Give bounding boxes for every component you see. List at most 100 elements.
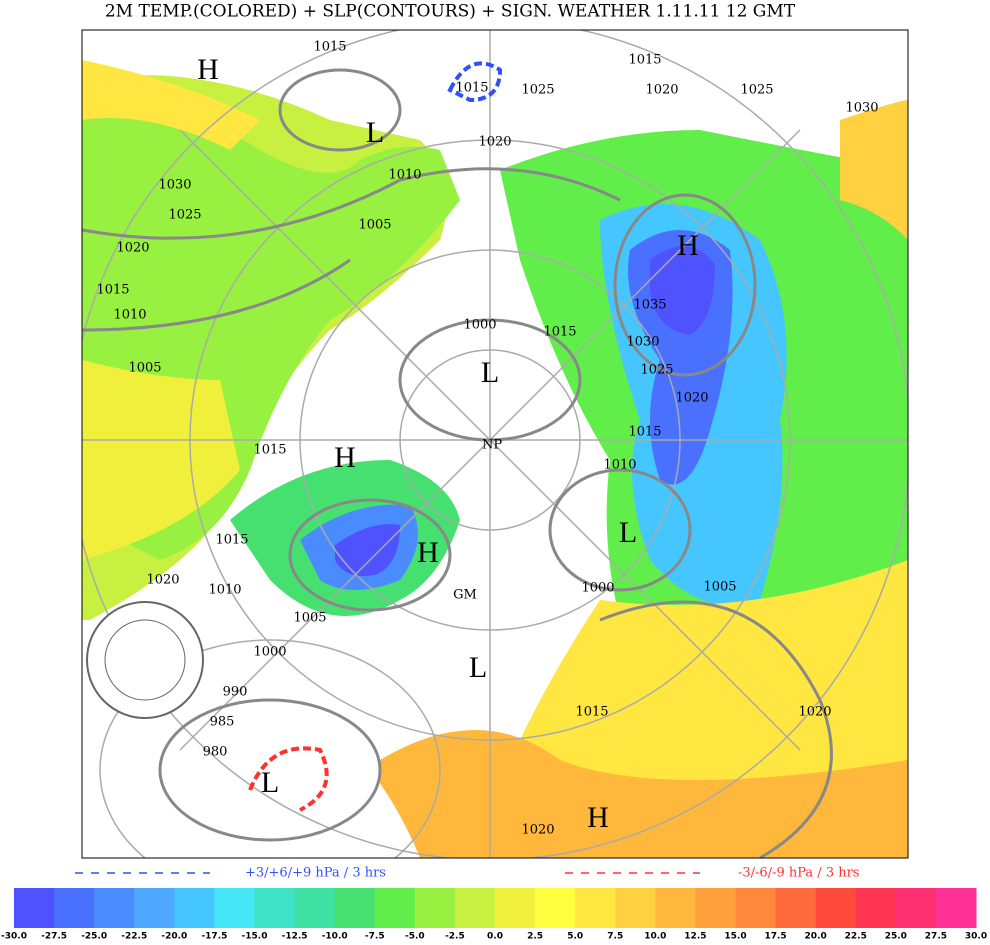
isobar-label: 1025 (168, 208, 201, 223)
isobar-label: 1005 (128, 361, 161, 376)
colorbar-swatch (495, 888, 536, 928)
isobar-label: 1020 (645, 83, 678, 98)
colorbar-label: 5.0 (567, 932, 583, 942)
isobar-label: 1025 (640, 363, 673, 378)
colorbar-label: -30.0 (1, 932, 27, 942)
isobar-label: 1000 (463, 318, 496, 333)
colorbar-swatch (615, 888, 656, 928)
colorbar-swatch (575, 888, 616, 928)
colorbar-swatch (94, 888, 135, 928)
colorbar-label: 2.5 (527, 932, 543, 942)
colorbar-label: -17.5 (201, 932, 227, 942)
colorbar-swatch (735, 888, 777, 928)
colorbar-swatch (815, 888, 857, 928)
colorbar-label: -27.5 (41, 932, 67, 942)
isobar-label: 1010 (113, 308, 146, 323)
colorbar-swatch (54, 888, 95, 928)
isobar-label: 1025 (740, 83, 773, 98)
colorbar-swatch (695, 888, 736, 928)
isobar-label: 1020 (116, 241, 149, 256)
isobar-label: 985 (210, 715, 235, 730)
isobar-label: 1015 (575, 705, 608, 720)
isobar-label: 1020 (798, 705, 831, 720)
colorbar-label: 12.5 (684, 932, 706, 942)
colorbar-swatch (655, 888, 696, 928)
colorbar-label: -10.0 (322, 932, 348, 942)
isobar-label: 1015 (215, 533, 248, 548)
colorbar-swatch (174, 888, 215, 928)
isobar-label: 990 (223, 685, 248, 700)
tendency-legend: +3/+6/+9 hPa / 3 hrs -3/-6/-9 hPa / 3 hr… (75, 866, 859, 881)
map: H L 1015 1015 1025 1015 1020 1025 1030 1… (81, 29, 909, 859)
colorbar-swatch (935, 888, 977, 928)
isobar-label: 1030 (845, 101, 878, 116)
rise-label: +3/+6/+9 hPa / 3 hrs (245, 866, 386, 881)
isobar-label: 1020 (146, 573, 179, 588)
isobar-label: 1000 (581, 581, 614, 596)
colorbar-label: -15.0 (242, 932, 268, 942)
colorbar-label: 0.0 (487, 932, 503, 942)
colorbar-label: 30.0 (965, 932, 987, 942)
colorbar-swatch (414, 888, 456, 928)
colorbar-label: -5.0 (405, 932, 425, 942)
isobar-label: 1010 (603, 458, 636, 473)
colorbar-label: -2.5 (445, 932, 465, 942)
isobar-label: 1005 (703, 580, 736, 595)
colorbar-label: 7.5 (607, 932, 623, 942)
colorbar-label: 25.0 (885, 932, 907, 942)
isobar-label: 1005 (293, 611, 326, 626)
isobar-label: 1005 (358, 218, 391, 233)
isobar-label: 1020 (675, 391, 708, 406)
isobar-label: 1030 (626, 335, 659, 350)
colorbar-swatch (895, 888, 937, 928)
title: 2M TEMP.(COLORED) + SLP(CONTOURS) + SIGN… (105, 2, 796, 22)
colorbar-label: -12.5 (282, 932, 308, 942)
isobar-label: 1015 (96, 283, 129, 298)
pressure-center: L (619, 516, 637, 549)
colorbar-swatch (855, 888, 897, 928)
meridian-label: GM (453, 588, 477, 603)
colorbar-swatch (775, 888, 817, 928)
colorbar-swatch (134, 888, 175, 928)
isobar-label: 1000 (253, 645, 286, 660)
pressure-center: L (469, 651, 487, 684)
colorbar-swatch (334, 888, 376, 928)
isobar-label: 1015 (543, 325, 576, 340)
fall-label: -3/-6/-9 hPa / 3 hrs (738, 866, 859, 881)
isobar-label: 1015 (628, 425, 661, 440)
colorbar-label: 27.5 (925, 932, 947, 942)
colorbar-swatch (14, 888, 55, 928)
colorbar-label: 17.5 (764, 932, 786, 942)
colorbar-label: -25.0 (81, 932, 107, 942)
colorbar-label: 15.0 (724, 932, 746, 942)
pressure-center: H (417, 536, 439, 569)
pressure-center: H (334, 441, 356, 474)
isobar-label: 1035 (633, 298, 666, 313)
isobar-label: 1025 (521, 83, 554, 98)
colorbar-label: 20.0 (805, 932, 827, 942)
colorbar-label: -22.5 (121, 932, 147, 942)
colorbar-label: 10.0 (644, 932, 666, 942)
colorbar-label: -7.5 (365, 932, 385, 942)
pressure-center: L (366, 116, 384, 149)
colorbar-swatch (535, 888, 576, 928)
pressure-center: H (677, 229, 699, 262)
isobar-label: 1010 (388, 168, 421, 183)
isobar-label: 1015 (253, 443, 286, 458)
north-pole: NP (482, 438, 502, 453)
map-labels: H L 1015 1015 1025 1015 1020 1025 1030 1… (96, 40, 878, 838)
colorbar-label: 22.5 (845, 932, 867, 942)
colorbar-swatch (454, 888, 496, 928)
isobar-label: 1020 (521, 823, 554, 838)
colorbar-label: -20.0 (161, 932, 187, 942)
colorbar-swatch (374, 888, 416, 928)
isobar-label: 1015 (313, 40, 346, 55)
pressure-center: H (197, 53, 219, 86)
pressure-center: L (481, 356, 499, 389)
colorbar: -30.0 -27.5 -25.0 -22.5 -20.0 -17.5 -15.0 -12.5… (1, 888, 987, 942)
isobar-label: 1015 (628, 53, 661, 68)
isobar-label: 1015 (455, 81, 488, 96)
isobar-label: 980 (203, 745, 228, 760)
colorbar-swatch (294, 888, 336, 928)
